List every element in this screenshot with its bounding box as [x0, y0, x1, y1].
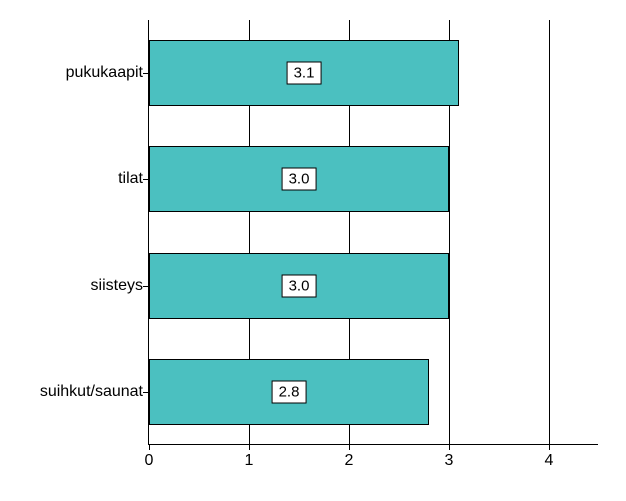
- bar-value-label: 3.0: [282, 274, 317, 297]
- x-axis-label: 2: [345, 444, 354, 470]
- y-axis-label: tilat: [118, 170, 149, 188]
- bar-value-label: 3.0: [282, 168, 317, 191]
- plot-area: 012343.1pukukaapit3.0tilat3.0siisteys2.8…: [148, 20, 598, 445]
- x-axis-label: 4: [545, 444, 554, 470]
- y-axis-label: siisteys: [91, 277, 149, 295]
- x-axis-label: 1: [245, 444, 254, 470]
- bar-value-label: 3.1: [287, 62, 322, 85]
- bar-value-label: 2.8: [272, 380, 307, 403]
- y-axis-label: suihkut/saunat: [40, 383, 149, 401]
- gridline: [549, 20, 550, 444]
- chart-container: 0 1 2 3 4 3.1 pukukaapit 3.0 tilat 3.0 siisteys 2.8…: [0, 0, 626, 501]
- x-axis-label: 3: [445, 444, 454, 470]
- x-axis-label: 0: [145, 444, 154, 470]
- y-axis-label: pukukaapit: [66, 64, 149, 82]
